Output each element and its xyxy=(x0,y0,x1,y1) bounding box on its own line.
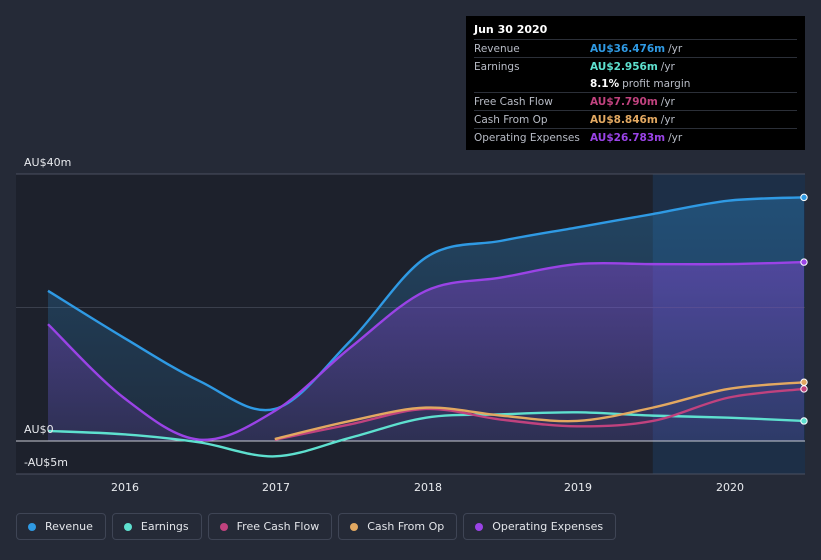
tooltip-row-operating-expenses: Operating Expenses AU$26.783m /yr xyxy=(474,128,797,146)
legend-label: Free Cash Flow xyxy=(236,520,320,533)
x-tick-label-2019: 2019 xyxy=(564,481,592,494)
legend-item-operating-expenses[interactable]: Operating Expenses xyxy=(463,513,617,540)
legend-dot-icon xyxy=(219,522,228,531)
series-revenue-line xyxy=(47,196,805,412)
legend-item-revenue[interactable]: Revenue xyxy=(16,513,106,540)
legend-item-cash-from-op[interactable]: Cash From Op xyxy=(338,513,458,540)
legend-label: Operating Expenses xyxy=(492,520,604,533)
tooltip-row-revenue: Revenue AU$36.476m /yr xyxy=(474,39,797,57)
tooltip-label: Operating Expenses xyxy=(474,131,580,144)
tooltip-unit: /yr xyxy=(660,113,675,126)
x-tick-label-2017: 2017 xyxy=(262,481,290,494)
tooltip-unit: /yr xyxy=(660,95,675,108)
series-cash-from-op-end-marker xyxy=(800,378,808,386)
series-operating-expenses-end-marker xyxy=(800,258,808,266)
tooltip-value: AU$7.790m xyxy=(590,95,658,108)
series-earnings-end-marker xyxy=(800,417,808,425)
tooltip-value: 8.1% xyxy=(590,77,620,90)
series-free-cash-flow-end-marker xyxy=(800,385,808,393)
y-tick-label-top: AU$40m xyxy=(24,156,72,169)
legend-dot-icon xyxy=(123,522,132,531)
legend-item-earnings[interactable]: Earnings xyxy=(111,513,202,540)
tooltip-unit: /yr xyxy=(668,42,683,55)
tooltip-row-cash-from-op: Cash From Op AU$8.846m /yr xyxy=(474,110,797,128)
tooltip-label: Earnings xyxy=(474,60,520,73)
tooltip-row-earnings: Earnings AU$2.956m /yr xyxy=(474,57,797,75)
tooltip-value: AU$2.956m xyxy=(590,60,658,73)
x-tick-label-2018: 2018 xyxy=(414,481,442,494)
legend-dot-icon xyxy=(350,522,359,531)
tooltip-label: Revenue xyxy=(474,42,520,55)
y-tick-label-bottom: -AU$5m xyxy=(24,456,69,469)
series-operating-expenses-line xyxy=(47,260,805,442)
legend-dot-icon xyxy=(28,522,36,531)
tooltip-value: AU$8.846m xyxy=(590,113,658,126)
series-free-cash-flow-line xyxy=(274,387,805,441)
legend-label: Revenue xyxy=(45,520,93,533)
series-operating-expenses-area xyxy=(48,262,804,441)
tooltip-value: AU$36.476m xyxy=(590,42,666,55)
x-tick-label-2020: 2020 xyxy=(716,481,744,494)
chart-legend: Revenue Earnings Free Cash Flow Cash Fro… xyxy=(16,513,617,540)
series-revenue-end-marker xyxy=(800,193,808,202)
tooltip-panel: Jun 30 2020 Revenue AU$36.476m /yr Earni… xyxy=(466,16,805,150)
tooltip-value: AU$26.783m xyxy=(590,131,666,144)
x-tick-label-2016: 2016 xyxy=(111,481,139,494)
legend-dot-icon xyxy=(475,522,484,531)
tooltip-label: Cash From Op xyxy=(474,113,548,126)
series-cash-from-op-line xyxy=(274,381,805,441)
tooltip-unit: /yr xyxy=(660,60,675,73)
tooltip-label: Free Cash Flow xyxy=(474,95,553,108)
tooltip-row-profit-margin: 8.1% profit margin xyxy=(474,75,797,92)
legend-label: Earnings xyxy=(140,520,189,533)
series-earnings-line xyxy=(47,411,805,458)
tooltip-row-free-cash-flow: Free Cash Flow AU$7.790m /yr xyxy=(474,92,797,110)
tooltip-date: Jun 30 2020 xyxy=(474,23,548,36)
legend-label: Cash From Op xyxy=(367,520,445,533)
tooltip-unit: profit margin xyxy=(622,77,691,90)
tooltip-unit: /yr xyxy=(668,131,683,144)
legend-item-free-cash-flow[interactable]: Free Cash Flow xyxy=(207,513,333,540)
y-tick-label-zero: AU$0 xyxy=(24,423,54,436)
